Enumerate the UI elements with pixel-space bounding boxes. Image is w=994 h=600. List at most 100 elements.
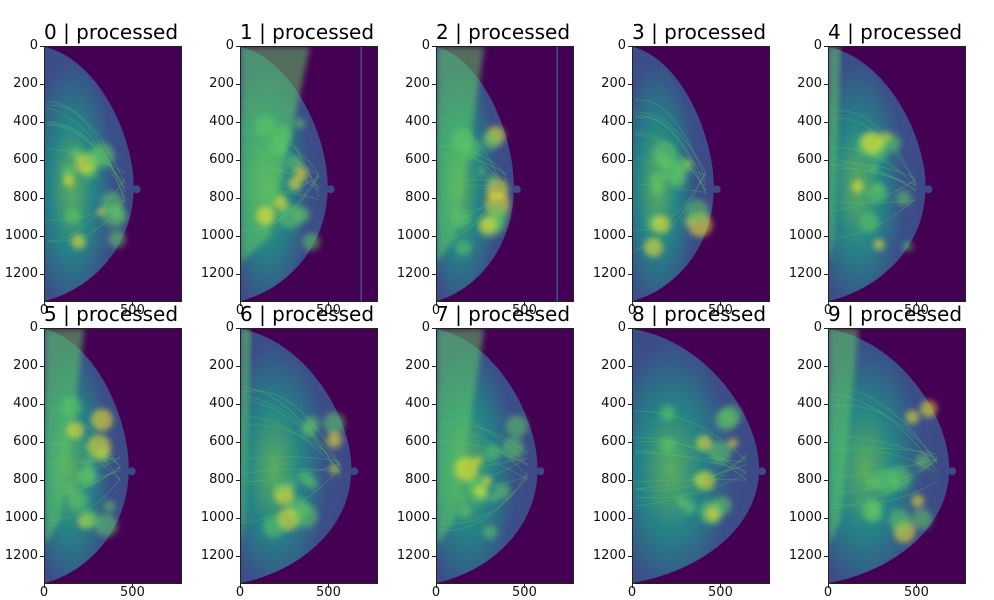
x-tick-label: 500 — [316, 585, 341, 600]
y-tick-label: 0 — [29, 320, 38, 335]
y-tick-mark — [40, 83, 44, 85]
y-tick-mark — [824, 365, 828, 367]
y-tick-mark — [824, 328, 828, 329]
y-tick-label: 0 — [29, 38, 38, 53]
y-tick-label: 400 — [13, 113, 38, 129]
panel-title: 9 | processed — [828, 302, 963, 326]
x-tick-mark — [132, 302, 134, 306]
x-tick-mark — [828, 584, 829, 588]
y-tick-label: 600 — [209, 151, 234, 167]
y-tick-label: 1000 — [592, 227, 626, 243]
y-tick-mark — [236, 403, 240, 405]
y-tick-label: 800 — [405, 471, 430, 487]
y-tick-mark — [236, 159, 240, 161]
y-tick-label: 200 — [13, 75, 38, 91]
y-tick-label: 800 — [13, 189, 38, 205]
y-tick-label: 600 — [601, 433, 626, 449]
x-tick-label: 0 — [823, 585, 833, 600]
y-tick-mark — [40, 235, 44, 237]
y-tick-mark — [628, 197, 632, 199]
mammogram-image — [632, 328, 770, 584]
y-tick-mark — [628, 479, 632, 481]
y-tick-label: 200 — [797, 75, 822, 91]
y-tick-mark — [236, 441, 240, 443]
panel-title: 2 | processed — [436, 20, 571, 44]
y-tick-label: 1200 — [788, 265, 822, 281]
y-tick-label: 200 — [405, 75, 430, 91]
y-tick-label: 800 — [209, 471, 234, 487]
y-tick-label: 200 — [209, 357, 234, 373]
y-tick-mark — [40, 328, 44, 329]
y-tick-label: 800 — [797, 189, 822, 205]
x-tick-mark — [828, 302, 829, 306]
y-tick-label: 200 — [405, 357, 430, 373]
y-tick-label: 1200 — [396, 265, 430, 281]
y-tick-mark — [432, 197, 436, 199]
x-tick-label: 500 — [904, 303, 929, 318]
y-tick-mark — [628, 121, 632, 123]
y-tick-mark — [628, 403, 632, 405]
y-tick-mark — [236, 121, 240, 123]
y-tick-mark — [432, 365, 436, 367]
y-tick-mark — [40, 273, 44, 275]
x-tick-mark — [632, 302, 633, 306]
y-tick-mark — [236, 197, 240, 199]
x-tick-label: 0 — [235, 303, 245, 318]
y-tick-mark — [432, 441, 436, 443]
x-tick-label: 0 — [627, 303, 637, 318]
x-tick-mark — [240, 302, 241, 306]
y-tick-mark — [824, 46, 828, 47]
mammogram-image — [44, 328, 182, 584]
x-tick-mark — [44, 302, 45, 306]
image-panel: 8 | processed 0 200 400 600 800 1000 1200 0 500 — [588, 302, 778, 600]
y-tick-mark — [628, 235, 632, 237]
y-tick-mark — [236, 479, 240, 481]
y-tick-mark — [236, 517, 240, 519]
y-tick-mark — [628, 159, 632, 161]
y-tick-label: 1200 — [200, 547, 234, 563]
y-tick-label: 400 — [405, 395, 430, 411]
tissue-region — [829, 47, 926, 301]
x-tick-mark — [44, 584, 45, 588]
x-tick-label: 500 — [708, 303, 733, 318]
image-panel: 9 | processed 0 200 400 600 800 1000 1200 0 500 — [784, 302, 974, 600]
x-tick-label: 500 — [512, 303, 537, 318]
tissue-region — [633, 329, 760, 583]
y-tick-mark — [824, 441, 828, 443]
y-tick-mark — [236, 555, 240, 557]
y-tick-label: 1000 — [4, 509, 38, 525]
y-tick-mark — [40, 517, 44, 519]
y-tick-mark — [236, 83, 240, 85]
y-tick-mark — [432, 479, 436, 481]
y-tick-label: 1200 — [788, 547, 822, 563]
y-tick-label: 1200 — [592, 547, 626, 563]
mammogram-image — [436, 328, 574, 584]
y-tick-mark — [236, 328, 240, 329]
y-tick-mark — [236, 273, 240, 275]
panel-title: 0 | processed — [44, 20, 179, 44]
mammogram-image — [436, 46, 574, 302]
y-tick-label: 1200 — [200, 265, 234, 281]
x-tick-mark — [720, 584, 722, 588]
x-tick-mark — [632, 584, 633, 588]
mammogram-image — [240, 46, 378, 302]
y-tick-label: 400 — [405, 113, 430, 129]
y-tick-label: 1000 — [592, 509, 626, 525]
x-tick-label: 0 — [431, 585, 441, 600]
y-tick-mark — [628, 273, 632, 275]
y-tick-label: 400 — [601, 113, 626, 129]
image-panel: 6 | processed 0 200 400 600 800 1000 1200 0 500 — [196, 302, 386, 600]
y-tick-mark — [40, 121, 44, 123]
x-tick-label: 0 — [431, 303, 441, 318]
y-tick-label: 0 — [617, 38, 626, 53]
y-tick-mark — [40, 441, 44, 443]
y-tick-label: 800 — [13, 471, 38, 487]
y-tick-mark — [824, 479, 828, 481]
y-tick-mark — [824, 197, 828, 199]
y-tick-label: 800 — [601, 471, 626, 487]
panel-title: 1 | processed — [240, 20, 375, 44]
y-tick-mark — [432, 159, 436, 161]
y-tick-mark — [432, 273, 436, 275]
y-tick-label: 1000 — [4, 227, 38, 243]
y-tick-mark — [432, 46, 436, 47]
